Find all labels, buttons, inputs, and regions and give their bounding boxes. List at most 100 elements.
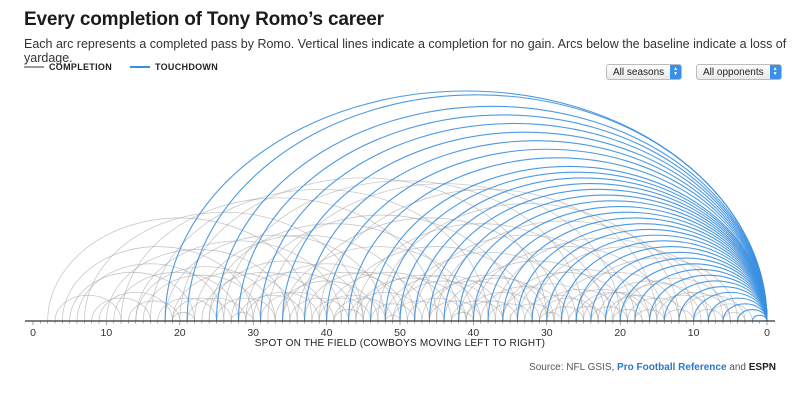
completion-arc [678,294,746,322]
completion-arc [311,297,372,322]
completion-arc [260,292,335,322]
touchdown-arc [384,171,768,322]
completion-arc [693,309,724,322]
touchdown-arc [443,194,768,322]
completion-arc [495,237,709,322]
chart-subtitle: Each arc represents a completed pass by … [24,37,787,65]
completion-arc [663,309,694,322]
completion-arc [208,260,364,322]
x-tick-label: 20 [614,327,626,339]
completion-arc [128,300,181,322]
touchdown-arc [531,228,768,322]
completion-arc [428,300,482,322]
source-link-pfr[interactable]: Pro Football Reference [617,362,727,373]
touchdown-arc [326,148,768,322]
x-axis-ticks: 0 10 20 30 40 50 40 30 20 10 0 [30,321,770,339]
source-note: Source: NFL GSIS, Pro Football Reference… [529,362,776,373]
completion-arc [392,300,445,322]
chevron-updown-icon: ▲ ▼ [769,65,781,79]
x-tick-label: 40 [468,327,480,339]
completion-arc [348,292,423,322]
completion-arc [473,246,665,322]
completion-arc [524,294,592,322]
completion-arc [612,283,709,322]
completion-arc [450,312,474,322]
x-tick-label: 20 [174,327,186,339]
completion-arc [399,251,577,322]
touchdown-arc [590,251,768,322]
completion-arc [465,292,540,322]
touchdown-arc [282,131,768,322]
completion-arc [465,300,518,322]
touchdown-arc [215,105,768,322]
completion-arc [318,294,386,322]
source-and: and [726,362,749,373]
completion-arc [201,271,327,322]
completion-arc [61,246,254,322]
touchdown-arc [751,314,768,322]
completion-arc [656,292,731,322]
touchdown-arc [546,234,768,322]
touchdown-arc [304,140,768,322]
completion-arc [54,294,122,322]
x-tick-label: 0 [764,327,770,339]
touchdown-arc [560,240,768,322]
completion-arc [120,197,438,322]
completion-arc [487,303,533,322]
completion-arc [106,249,291,322]
completion-arc [377,203,680,322]
completion-arc [135,266,276,322]
completion-arc [172,312,195,322]
opponents-select[interactable]: All opponents ▲ ▼ [696,64,782,80]
touchdown-arc [619,263,768,322]
x-axis-label: SPOT ON THE FIELD (COWBOYS MOVING LEFT T… [254,338,546,349]
touchdown-arc [649,274,768,322]
touchdown-arc [693,291,768,322]
completion-arc [142,274,261,322]
completion-arc [568,306,606,322]
source-espn: ESPN [748,362,776,373]
completion-arc [274,280,379,322]
touchdown-arc [399,177,768,322]
touchdown-arc [487,211,768,322]
seasons-select-value: All seasons [613,66,665,78]
touchdown-arc [348,157,768,322]
legend-swatch-touchdown [130,66,150,68]
touchdown-arc [370,165,768,322]
completion-arc [612,309,643,322]
touchdown-arc [516,223,768,322]
legend-swatch-completion [24,66,44,68]
touchdown-arc [237,114,768,322]
completion-arc [575,292,650,322]
x-tick-label: 0 [30,327,36,339]
legend-label-touchdown: TOUCHDOWN [155,62,219,72]
completion-arc [458,260,614,322]
chart-title: Every completion of Tony Romo’s career [24,9,384,30]
completion-arc [282,246,474,322]
touchdown-arc [575,246,768,322]
touchdown-arc [428,188,768,322]
touchdown-arc [458,200,768,322]
completion-arc [546,306,584,322]
completion-arc [289,297,350,322]
completion-arc [223,180,584,322]
arc-chart: 0 10 20 30 40 50 40 30 20 10 0 [25,90,775,339]
touchdown-arc [604,257,768,322]
completion-arc [619,277,731,322]
completion-arc [186,297,247,322]
completion-arc [370,303,416,322]
touchdown-arc [707,297,768,322]
completion-arc [157,297,217,322]
touchdown-arcs [164,90,768,322]
seasons-select[interactable]: All seasons ▲ ▼ [606,64,683,80]
completion-arc [216,297,276,322]
completion-arc [340,246,533,322]
completion-arc [238,294,305,322]
completion-arc [150,188,489,322]
completion-arc [245,292,320,322]
completion-arc [135,240,342,322]
completion-arc [208,223,460,322]
completion-arc [539,297,599,322]
completion-arc [282,271,408,322]
source-prefix: Source: NFL GSIS, [529,362,618,373]
